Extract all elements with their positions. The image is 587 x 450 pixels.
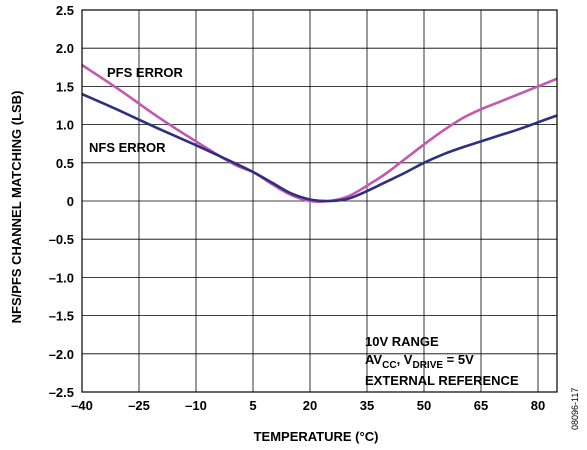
y-tick-label: 0 [67,194,74,209]
y-tick-label: –2.5 [49,385,74,400]
x-tick-label: 65 [474,398,488,413]
y-tick-label: 2.5 [56,3,74,18]
comma-v-text: , V [397,352,413,367]
x-tick-label: –25 [128,398,150,413]
y-tick-label: 1.5 [56,79,74,94]
figure-id: 08096-117 [570,388,580,430]
x-tick-label: 20 [303,398,317,413]
av-text: AV [365,352,382,367]
tick-labels: –40 –25 –10 5 20 35 50 65 80 2.5 2.0 1.5 1.0 0.5 0 –0.5… [49,3,546,413]
y-tick-label: –1.5 [49,309,74,324]
y-tick-label: 1.0 [56,118,74,133]
cc-subscript: CC [382,360,396,371]
y-tick-label: –0.5 [49,232,74,247]
equals-5v-text: = 5V [443,352,474,367]
conditions-line-3: EXTERNAL REFERENCE [365,373,519,388]
x-tick-label: 35 [360,398,374,413]
series-layer [82,63,557,203]
x-tick-label: –40 [71,398,93,413]
plot-frame [81,9,558,393]
y-axis-title: NFS/PFS CHANNEL MATCHING (LSB) [9,91,24,324]
y-tick-label: 2.0 [56,41,74,56]
nfs-error-label: NFS ERROR [89,140,166,155]
drive-subscript: DRIVE [412,360,443,371]
y-tick-label: –1.0 [49,270,74,285]
x-tick-label: 80 [531,398,545,413]
pfs-error-line [82,63,557,203]
y-tick-label: –2.0 [49,347,74,362]
conditions-line-1: 10V RANGE [365,334,439,349]
pfs-error-label: PFS ERROR [107,65,183,80]
x-tick-label: 50 [417,398,431,413]
x-tick-label: 5 [249,398,256,413]
grid [81,9,557,393]
y-tick-label: 0.5 [56,156,74,171]
nfs-error-line [82,92,557,203]
x-tick-label: –10 [185,398,207,413]
conditions-line-2: AVCC, VDRIVE = 5V [365,352,474,371]
x-axis-title: TEMPERATURE (°C) [254,429,379,444]
conditions-box: 10V RANGE AVCC, VDRIVE = 5V EXTERNAL REF… [365,334,519,388]
